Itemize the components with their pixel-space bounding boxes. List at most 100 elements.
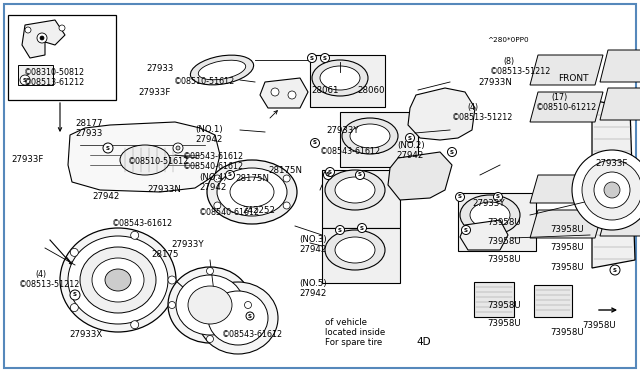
- Text: 73958U: 73958U: [488, 237, 522, 246]
- Polygon shape: [460, 220, 508, 250]
- Text: ©08543-61612: ©08543-61612: [112, 219, 173, 228]
- Circle shape: [572, 150, 640, 230]
- Text: 73958U: 73958U: [488, 301, 522, 310]
- Circle shape: [168, 276, 176, 284]
- Text: 73958U: 73958U: [550, 263, 584, 272]
- Ellipse shape: [207, 160, 297, 224]
- Ellipse shape: [342, 118, 398, 154]
- Text: ^280*0PP0: ^280*0PP0: [488, 37, 529, 43]
- Circle shape: [326, 167, 335, 176]
- Circle shape: [283, 202, 290, 209]
- Bar: [18, 65, 53, 85]
- Text: (17): (17): [552, 93, 568, 102]
- Text: 27933N: 27933N: [147, 185, 181, 194]
- Text: S: S: [408, 135, 412, 141]
- Circle shape: [493, 192, 502, 202]
- Circle shape: [20, 75, 30, 85]
- Circle shape: [168, 301, 175, 308]
- Circle shape: [131, 231, 139, 239]
- Circle shape: [283, 175, 290, 182]
- Text: (NO.1): (NO.1): [195, 125, 223, 134]
- Text: S: S: [313, 141, 317, 145]
- Text: S: S: [326, 173, 330, 177]
- Circle shape: [358, 224, 367, 232]
- Text: S: S: [23, 77, 27, 83]
- Ellipse shape: [190, 55, 253, 85]
- Polygon shape: [530, 55, 603, 85]
- Text: ©08513-51212: ©08513-51212: [452, 113, 513, 122]
- Text: 27933N: 27933N: [479, 78, 513, 87]
- Circle shape: [70, 290, 80, 300]
- Text: (4): (4): [467, 103, 478, 112]
- Circle shape: [310, 138, 319, 148]
- Text: (NO.4): (NO.4): [200, 173, 227, 182]
- Circle shape: [271, 88, 279, 96]
- Text: (4): (4): [35, 270, 46, 279]
- Text: 27942: 27942: [300, 246, 327, 254]
- Circle shape: [456, 192, 465, 202]
- Text: 4D: 4D: [416, 337, 431, 347]
- Circle shape: [355, 170, 365, 180]
- Text: 27933: 27933: [76, 129, 103, 138]
- Circle shape: [25, 27, 31, 33]
- Text: 27942: 27942: [200, 183, 227, 192]
- Text: ©08513-51212: ©08513-51212: [490, 67, 552, 76]
- Circle shape: [214, 175, 221, 182]
- Text: S: S: [310, 55, 314, 61]
- Text: 73958U: 73958U: [550, 243, 584, 252]
- Text: ©08543-61612: ©08543-61612: [182, 152, 244, 161]
- Circle shape: [59, 25, 65, 31]
- Ellipse shape: [230, 177, 274, 207]
- Text: 73958U: 73958U: [488, 218, 522, 227]
- Circle shape: [246, 312, 254, 320]
- Polygon shape: [260, 78, 308, 108]
- Ellipse shape: [335, 177, 375, 203]
- Circle shape: [288, 91, 296, 99]
- Circle shape: [323, 170, 333, 180]
- Ellipse shape: [460, 195, 520, 235]
- Ellipse shape: [60, 228, 176, 332]
- Circle shape: [70, 248, 78, 256]
- Text: ©08513-51212: ©08513-51212: [19, 280, 81, 289]
- Text: 27933Y: 27933Y: [326, 126, 359, 135]
- Circle shape: [176, 146, 180, 150]
- Circle shape: [207, 336, 214, 343]
- Ellipse shape: [168, 267, 252, 343]
- Ellipse shape: [198, 282, 278, 354]
- Text: ©08510-61212: ©08510-61212: [536, 103, 598, 112]
- Polygon shape: [600, 88, 640, 120]
- Text: (8): (8): [503, 57, 514, 66]
- Polygon shape: [408, 88, 475, 140]
- Polygon shape: [600, 50, 640, 82]
- Text: 28177: 28177: [76, 119, 103, 128]
- Text: 27933F: 27933F: [595, 159, 628, 168]
- Text: ©08510-51612: ©08510-51612: [128, 157, 189, 166]
- Bar: [8, 15, 116, 100]
- Text: ©08543-61612: ©08543-61612: [222, 330, 284, 339]
- Text: 27942: 27942: [93, 192, 120, 201]
- Ellipse shape: [80, 247, 156, 313]
- Text: 27942: 27942: [300, 289, 327, 298]
- Text: S: S: [613, 267, 617, 273]
- Text: (NO.5): (NO.5): [300, 279, 327, 288]
- Circle shape: [335, 225, 344, 234]
- Ellipse shape: [312, 60, 368, 96]
- Text: ©08540-61612: ©08540-61612: [198, 208, 260, 217]
- Ellipse shape: [208, 291, 268, 345]
- Text: 28061: 28061: [311, 86, 339, 95]
- Polygon shape: [592, 100, 635, 268]
- Bar: [340, 112, 418, 167]
- Polygon shape: [600, 172, 640, 200]
- Circle shape: [173, 143, 183, 153]
- Text: 28060: 28060: [357, 86, 385, 95]
- Polygon shape: [530, 175, 603, 203]
- Text: S: S: [248, 314, 252, 318]
- Circle shape: [131, 321, 139, 329]
- Text: 73958U: 73958U: [550, 328, 584, 337]
- Text: 27933X: 27933X: [69, 330, 102, 339]
- Text: S: S: [464, 228, 468, 232]
- Circle shape: [461, 225, 470, 234]
- Bar: [534, 285, 572, 317]
- Ellipse shape: [335, 237, 375, 263]
- Text: 28175N: 28175N: [269, 166, 303, 175]
